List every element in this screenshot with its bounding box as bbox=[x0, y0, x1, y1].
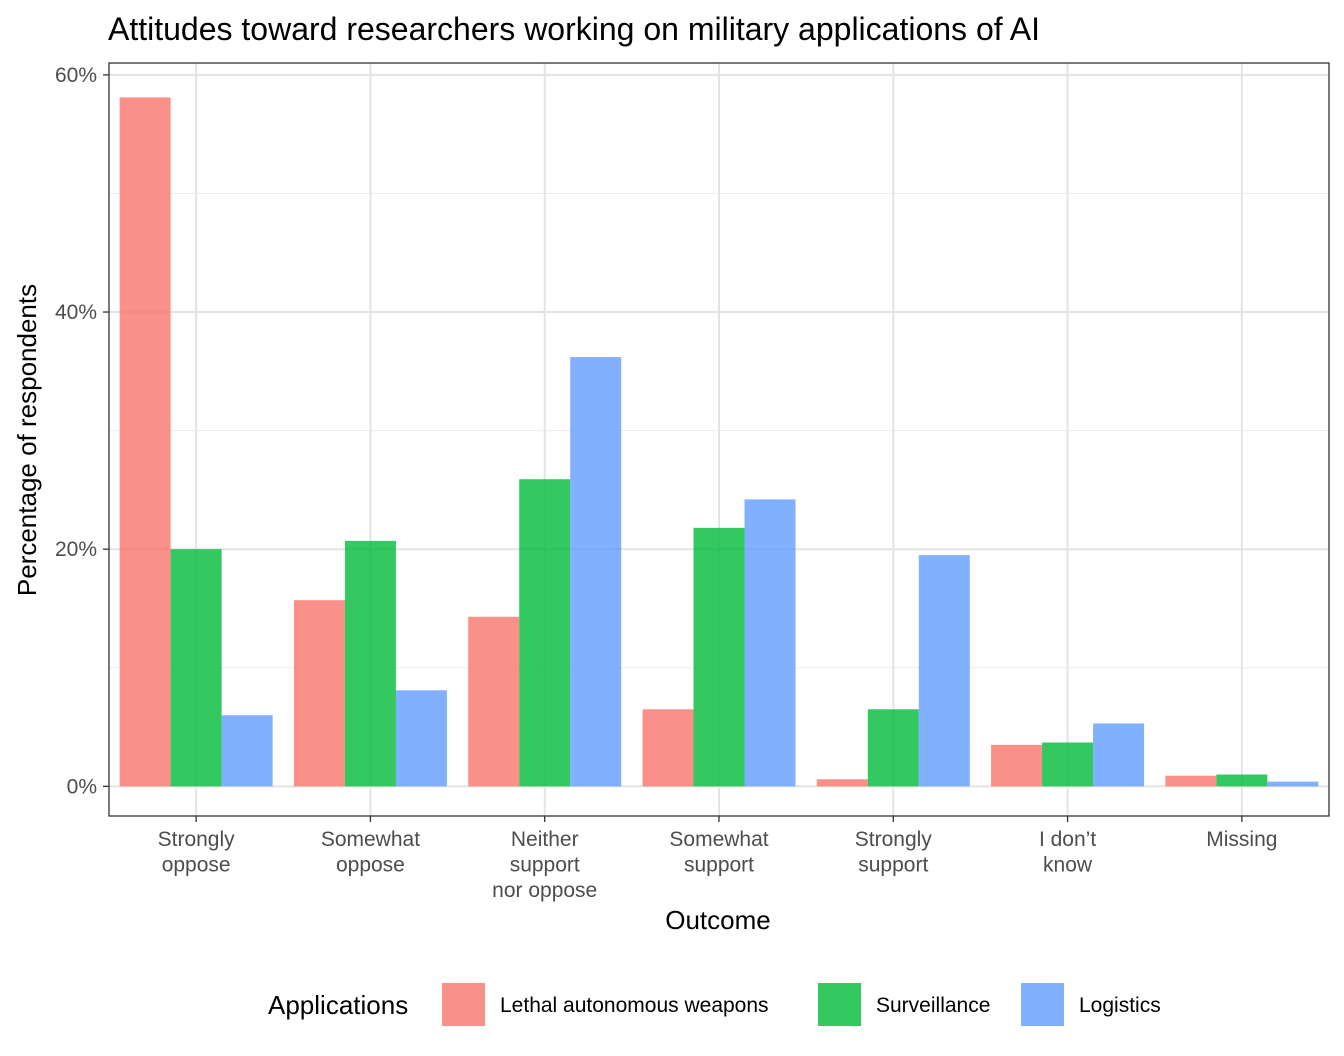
y-axis: 0% 20% 40% 60% bbox=[55, 64, 109, 798]
x-axis-title: Outcome bbox=[665, 905, 771, 935]
legend-key bbox=[442, 983, 485, 1026]
bar bbox=[170, 549, 222, 787]
x-tick-label: Strongly support bbox=[855, 828, 933, 877]
x-tick-label: I don’t know bbox=[1039, 828, 1096, 877]
x-tick-label: Somewhat support bbox=[669, 828, 768, 877]
bar bbox=[693, 527, 745, 787]
bar bbox=[1093, 723, 1145, 787]
legend-key bbox=[818, 983, 861, 1026]
y-tick-label: 40% bbox=[55, 301, 97, 324]
legend-label: Surveillance bbox=[876, 994, 990, 1017]
bars bbox=[119, 97, 1319, 787]
bar bbox=[570, 357, 622, 787]
bar bbox=[221, 715, 273, 787]
bar bbox=[744, 499, 796, 787]
bar bbox=[1165, 775, 1217, 787]
y-tick-label: 60% bbox=[55, 64, 97, 87]
bar bbox=[468, 616, 520, 787]
bar bbox=[1216, 774, 1268, 787]
bar bbox=[816, 779, 868, 787]
bar bbox=[293, 600, 345, 787]
bar bbox=[344, 540, 396, 787]
x-axis: Strongly oppose Somewhat oppose Neither suppo… bbox=[158, 816, 1277, 902]
bar bbox=[395, 690, 447, 787]
bar bbox=[918, 555, 970, 787]
bar bbox=[867, 709, 919, 787]
y-axis-title: Percentage of respondents bbox=[12, 284, 42, 596]
bar bbox=[519, 479, 571, 787]
bar bbox=[1042, 742, 1094, 787]
x-tick-label: Missing bbox=[1206, 828, 1277, 851]
legend: Applications Lethal autonomous weapons Su… bbox=[268, 983, 1161, 1026]
legend-label: Logistics bbox=[1079, 994, 1161, 1017]
y-tick-label: 20% bbox=[55, 538, 97, 561]
y-tick-label: 0% bbox=[67, 775, 97, 798]
bar bbox=[119, 97, 171, 787]
x-tick-label: Strongly oppose bbox=[158, 828, 236, 877]
bar bbox=[991, 744, 1043, 787]
legend-key bbox=[1021, 983, 1064, 1026]
legend-label: Lethal autonomous weapons bbox=[500, 994, 769, 1017]
x-tick-label: Somewhat oppose bbox=[321, 828, 420, 877]
bar bbox=[642, 709, 694, 787]
legend-title: Applications bbox=[268, 990, 408, 1020]
chart-title: Attitudes toward researchers working on … bbox=[108, 11, 1040, 47]
bar bbox=[1267, 781, 1319, 787]
x-tick-label: Neither support nor oppose bbox=[492, 828, 597, 902]
